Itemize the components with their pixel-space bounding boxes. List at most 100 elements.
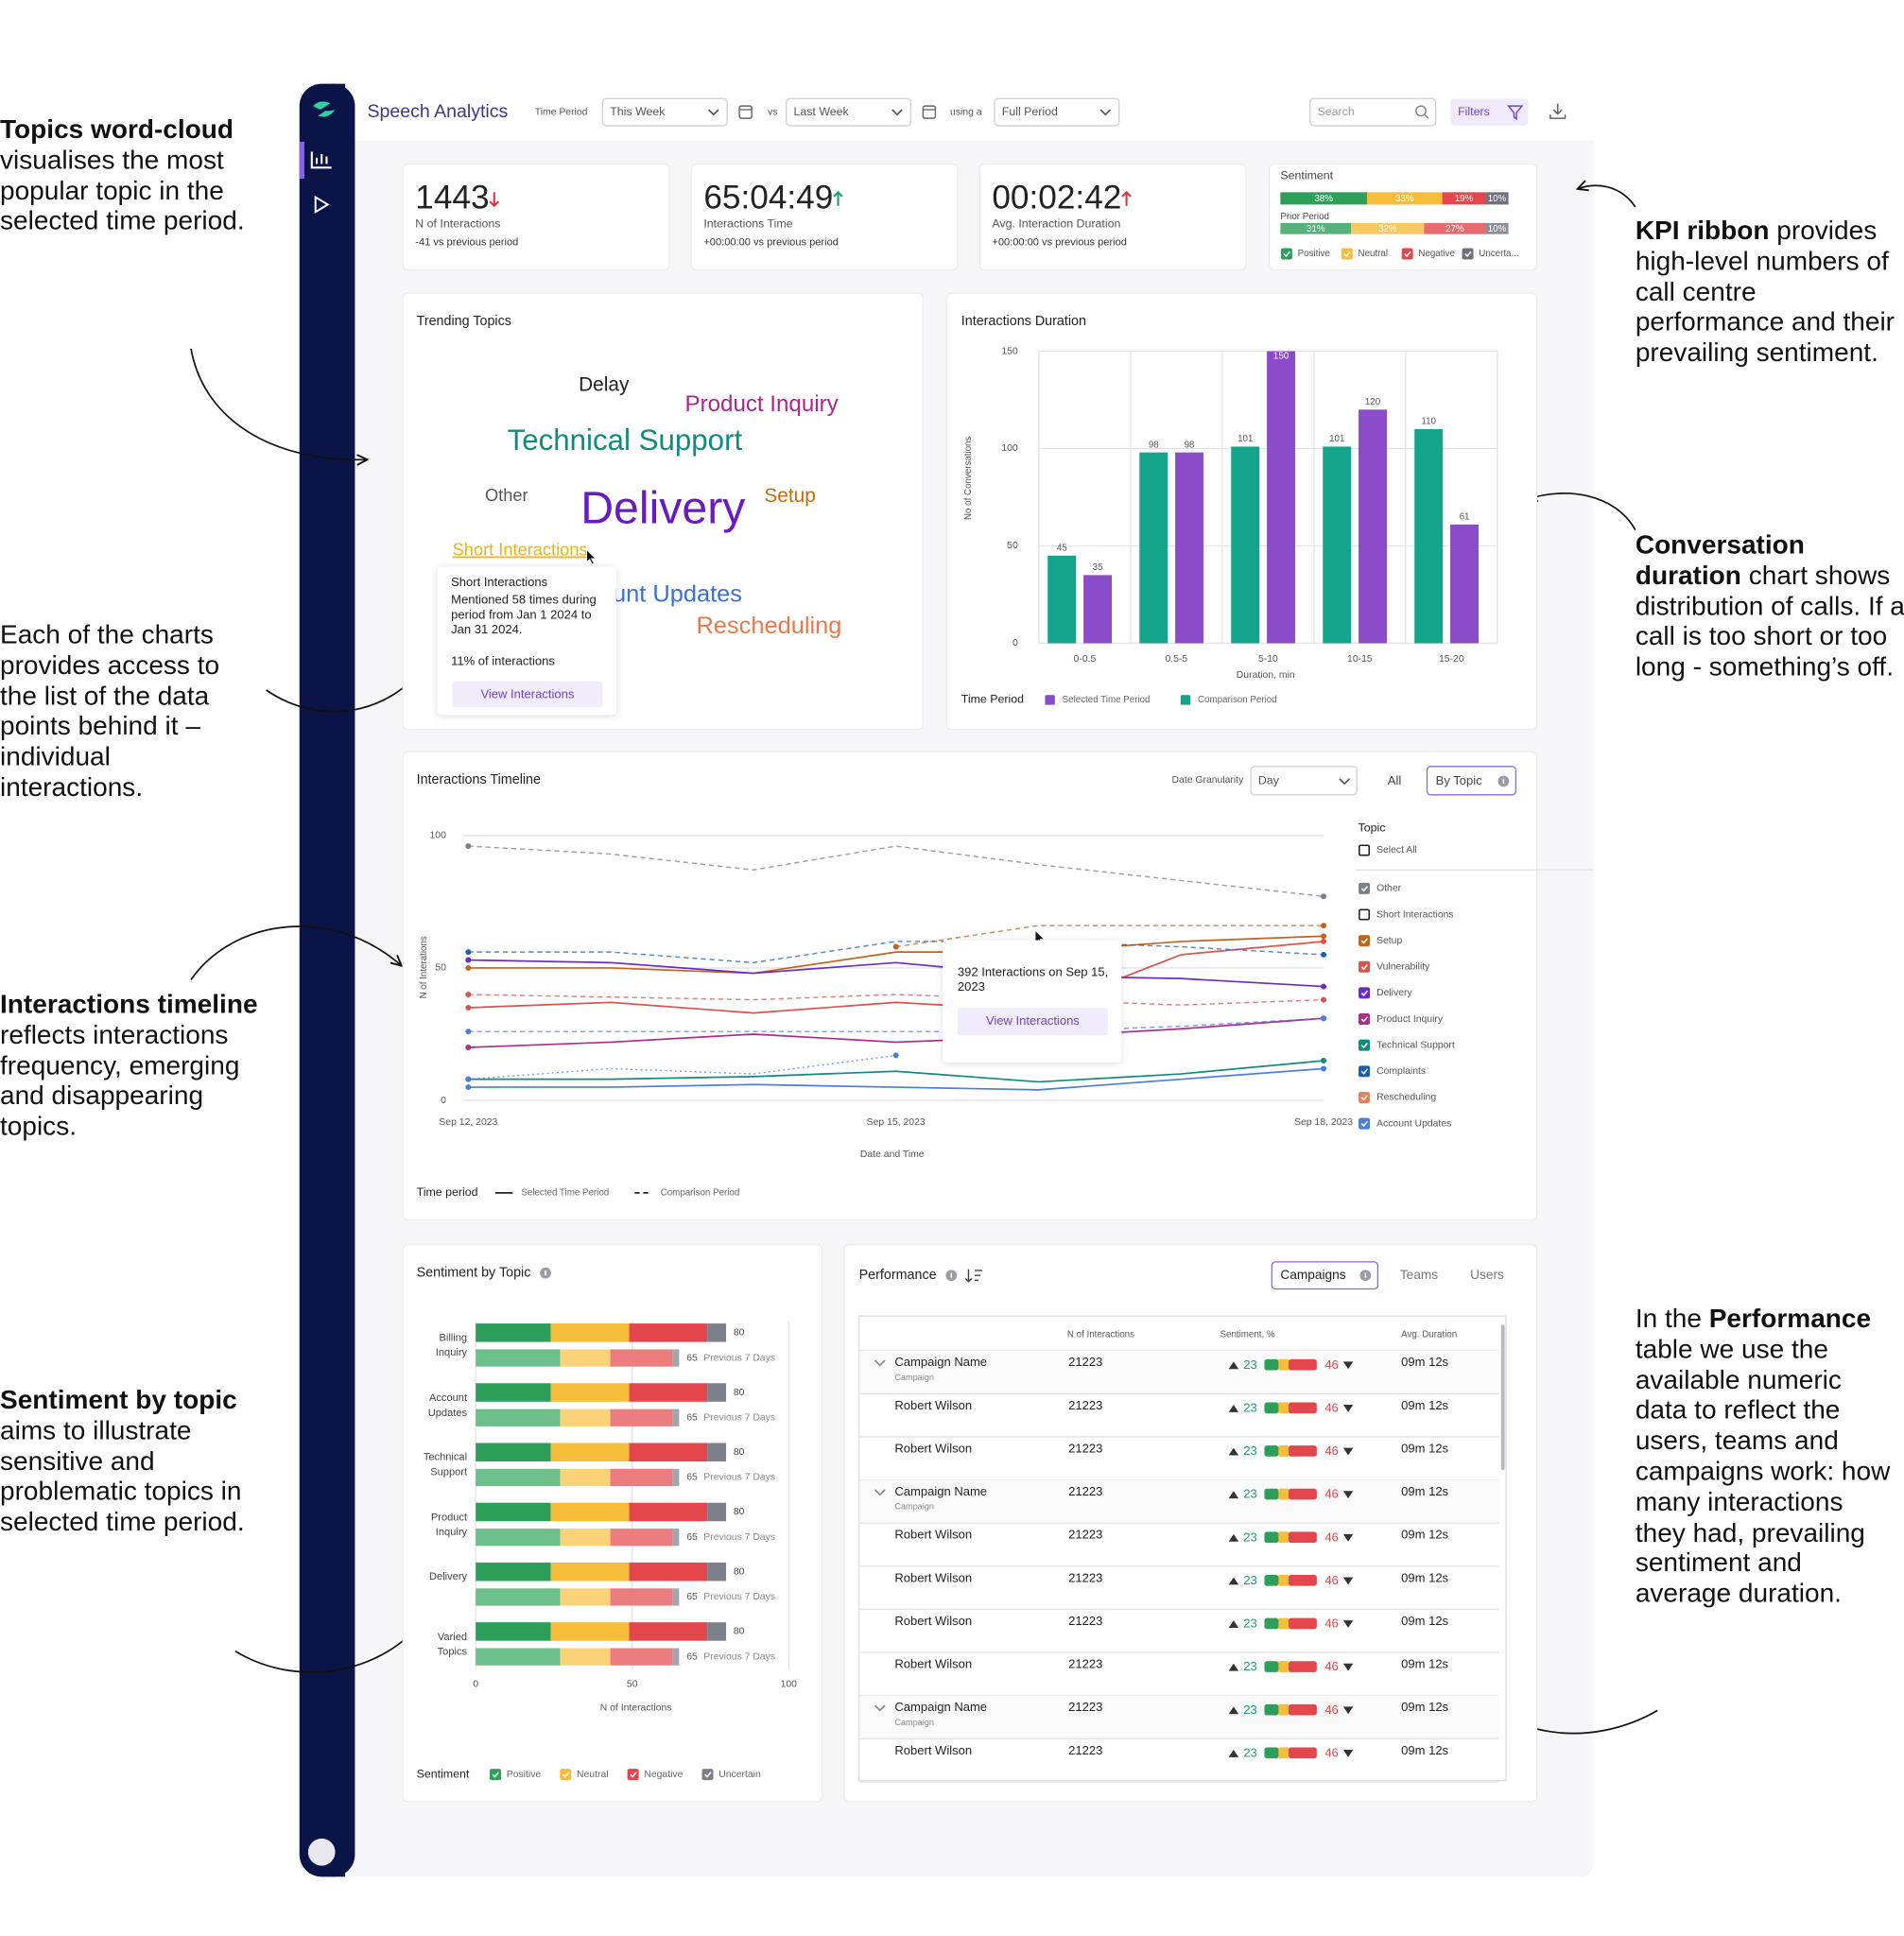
y-tick-label: 150 (1001, 346, 1018, 356)
legend-label[interactable]: Setup (1376, 936, 1402, 946)
segment-label: 27% (1445, 224, 1464, 234)
dropdown[interactable] (994, 97, 1120, 127)
dropdown[interactable] (1250, 766, 1358, 796)
annotation-text: provides high-level numbers of call cent… (1635, 216, 1895, 368)
sentiment-segment (629, 1323, 708, 1342)
topic-word[interactable]: Rescheduling (696, 613, 841, 639)
avatar[interactable] (307, 1838, 336, 1866)
up-triangle (1228, 1533, 1239, 1542)
topic-word[interactable]: Delivery (580, 483, 746, 534)
trend-arrow (833, 190, 843, 206)
legend-label[interactable]: Account Updates (1376, 1118, 1451, 1129)
legend-label[interactable]: Select All (1376, 845, 1417, 856)
analytics-icon[interactable] (310, 151, 332, 169)
cell: 09m 12s (1401, 1570, 1448, 1584)
x-axis-label: Duration, min (1237, 670, 1295, 681)
filter-icon (1507, 105, 1524, 121)
annotation: In the Performance table we use the avai… (1636, 1304, 1896, 1609)
cell: 09m 12s (1401, 1441, 1448, 1455)
legend-label[interactable]: Neutral (577, 1770, 609, 1780)
sentiment-segment (1367, 192, 1443, 205)
dropdown[interactable] (786, 97, 911, 127)
sentiment-segment (476, 1502, 551, 1522)
legend-label[interactable]: Negative (644, 1770, 683, 1780)
legend-label[interactable]: Positive (507, 1770, 542, 1780)
download-icon[interactable] (1549, 103, 1566, 119)
play-icon[interactable] (314, 195, 330, 214)
mode-label[interactable]: By Topic (1436, 773, 1482, 787)
search-icon (1415, 105, 1428, 117)
total-label: 65 (686, 1592, 698, 1602)
scrollbar (1500, 1324, 1505, 1471)
legend-label[interactable]: Product Inquiry (1376, 1014, 1444, 1025)
sentiment-negative (1288, 1747, 1317, 1759)
legend-label[interactable]: Rescheduling (1376, 1093, 1436, 1103)
chevron-icon (1339, 778, 1350, 786)
topic-word[interactable]: Technical Support (508, 424, 743, 457)
view-button[interactable] (957, 1008, 1108, 1035)
tab-label[interactable]: Users (1470, 1268, 1504, 1282)
x-tick-label: 0.5-5 (1166, 654, 1188, 665)
topic-word[interactable]: Delay (579, 374, 630, 396)
mode-label[interactable]: All (1388, 773, 1402, 787)
annotation-text: chart shows distribution of calls. If a … (1635, 560, 1904, 683)
checkbox (1359, 1065, 1371, 1078)
sentiment-segment (672, 1468, 680, 1487)
tab-label[interactable]: Campaigns (1280, 1268, 1345, 1282)
legend-label[interactable]: Short Interactions (1376, 909, 1454, 920)
row-name: Robert Wilson (894, 1441, 972, 1455)
sentiment-segment (476, 1349, 561, 1367)
group-row (859, 1479, 1499, 1524)
down-triangle (1342, 1405, 1354, 1412)
legend-label[interactable]: Other (1376, 884, 1402, 894)
sentiment-segment (550, 1443, 630, 1462)
row-name: Robert Wilson (894, 1614, 972, 1628)
sentiment-segment (707, 1562, 727, 1582)
sentiment-segment (629, 1622, 708, 1641)
checkmark (1360, 1042, 1369, 1049)
bar (1231, 446, 1260, 644)
line-point (1321, 996, 1327, 1003)
negative-value: 46 (1324, 1745, 1338, 1759)
legend-label[interactable]: Complaints (1376, 1066, 1426, 1077)
sort-icon[interactable] (964, 1269, 982, 1283)
topic-word[interactable]: Short Interactions (453, 540, 588, 560)
annotation: Conversation duration chart shows distri… (1636, 530, 1904, 683)
topic-word[interactable]: Setup (764, 485, 815, 507)
topic-word[interactable]: Other (485, 485, 528, 505)
tab-active[interactable] (1271, 1261, 1379, 1290)
mode-button[interactable] (1426, 766, 1517, 796)
sentiment-segment (672, 1349, 680, 1367)
line-point (1321, 951, 1327, 958)
topic-word[interactable]: Product Inquiry (685, 391, 839, 417)
line-point (465, 1004, 472, 1011)
sentiment-segment (1485, 192, 1509, 205)
legend-label[interactable]: Uncertain (718, 1770, 761, 1780)
dropdown-value: Last Week (793, 105, 849, 118)
search-box[interactable] (1309, 97, 1437, 127)
column-header: Avg. Duration (1401, 1329, 1457, 1340)
prior-label: Previous 7 Days (703, 1412, 775, 1423)
y-tick-label: 100 (430, 831, 447, 841)
segment-label: 10% (1488, 194, 1507, 204)
up-triangle (1228, 1620, 1239, 1629)
view-button[interactable] (452, 681, 603, 708)
chevron-icon (1099, 109, 1112, 116)
sentiment-segment (550, 1562, 630, 1582)
legend-label[interactable]: Vulnerability (1376, 962, 1430, 973)
arrow (190, 925, 401, 980)
dropdown[interactable] (601, 97, 728, 127)
cell: 21223 (1068, 1398, 1102, 1412)
segment-label: 32% (1378, 224, 1397, 234)
down-triangle (1342, 1706, 1354, 1715)
tab-label[interactable]: Teams (1400, 1268, 1438, 1282)
sentiment-neutral (1278, 1574, 1289, 1586)
sentiment-neutral (1278, 1703, 1289, 1716)
kpi-label: Interactions Time (703, 217, 792, 231)
line-point (1321, 1015, 1327, 1022)
x-tick-label: 0-0.5 (1074, 654, 1097, 665)
x-axis-label: N of Interactions (600, 1703, 672, 1713)
legend-label[interactable]: Technical Support (1376, 1040, 1455, 1050)
legend-label[interactable]: Delivery (1376, 988, 1412, 998)
